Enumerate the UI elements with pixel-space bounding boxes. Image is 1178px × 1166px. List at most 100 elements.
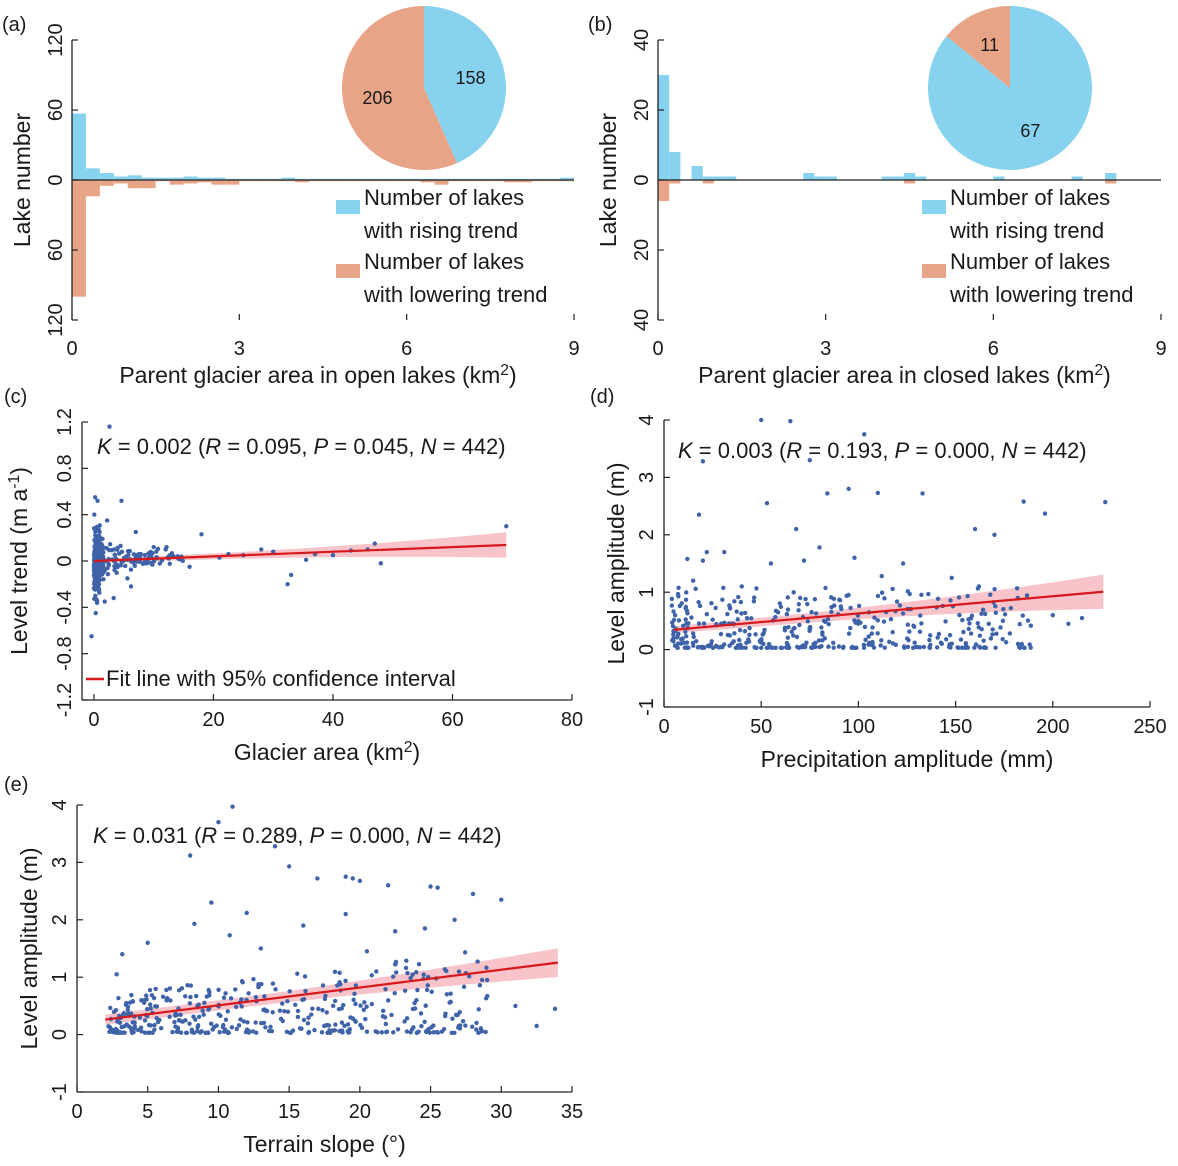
data-point [805,619,811,624]
bar-lowering [211,180,226,185]
bar-lowering [658,180,670,201]
data-point [287,989,292,994]
data-point [390,974,396,979]
data-point [872,615,877,620]
y-tick-label: 120 [45,303,67,336]
label-part: ) [413,739,421,765]
data-point [671,617,677,623]
data-point [980,607,986,613]
data-point [310,1006,315,1011]
data-point [725,632,731,638]
label-part: N [417,823,433,848]
data-point [752,644,757,650]
data-point [948,598,953,603]
data-point [234,1026,239,1032]
data-point [312,1027,317,1033]
x-tick-label: 30 [490,1101,512,1123]
data-point [990,632,995,637]
data-point [831,640,836,646]
bar-lowering [197,180,212,183]
data-point [977,633,983,638]
data-point [286,864,292,869]
data-point [185,983,190,988]
data-point [882,596,887,601]
data-point [825,491,830,496]
data-point [936,631,942,637]
data-point [416,1029,421,1034]
data-point [691,634,696,640]
data-point [890,629,895,635]
data-point [796,645,802,651]
bar-rising [169,177,184,180]
data-point [452,917,457,922]
data-point [239,1004,244,1009]
data-point [277,1008,283,1013]
data-point [742,628,748,634]
data-point [424,987,430,993]
data-point [142,1018,148,1023]
data-point [683,629,688,635]
data-point [126,1011,132,1017]
data-point [938,640,944,645]
data-point [261,1007,266,1013]
data-point [811,645,816,650]
data-point [905,622,911,627]
bar-rising [113,176,128,180]
data-point [323,993,328,998]
data-point [405,970,410,976]
y-tick-label: 0 [636,644,658,655]
data-point [732,631,737,636]
data-point [155,1019,161,1025]
x-tick-label: 0 [88,709,99,731]
data-point [403,965,409,971]
data-point [826,621,831,627]
data-point [442,967,448,972]
data-point [178,1012,183,1017]
label-part: Terrain slope (°) [243,1131,406,1157]
data-point [1017,621,1022,627]
data-point [183,1030,189,1036]
data-point [89,634,94,639]
label-part: K [93,823,109,848]
data-point [977,645,983,650]
data-point [392,990,397,996]
data-point [700,558,706,563]
data-point [762,627,767,633]
data-point [719,644,724,649]
data-point [676,631,681,637]
data-point [285,581,290,587]
label-part: P [895,438,910,463]
x-tick-label: 100 [842,716,875,738]
bar-rising [892,176,904,180]
y-tick-label: -1 [49,1083,71,1101]
data-point [422,1019,427,1025]
data-point [115,547,120,552]
data-point [734,609,739,614]
data-point [322,1023,327,1029]
data-point [97,543,102,548]
data-point [353,1001,358,1007]
y-tick-label: 40 [631,29,653,51]
data-point [713,605,718,611]
data-point [126,1024,132,1029]
data-point [168,998,173,1003]
data-point [817,545,822,550]
x-tick-label: 3 [234,338,245,360]
data-point [137,1015,143,1020]
data-point [669,596,675,602]
data-point [142,1030,148,1035]
data-point [463,1023,468,1028]
data-point [684,608,690,614]
data-point [132,1024,138,1029]
data-point [1079,615,1085,621]
data-point [791,626,796,631]
data-point [879,573,884,579]
data-point [448,999,453,1005]
data-point [320,983,326,988]
data-point [831,645,836,650]
data-point [113,1026,119,1032]
data-point [164,987,169,993]
data-point [287,1030,293,1036]
label-part: , [301,434,313,459]
